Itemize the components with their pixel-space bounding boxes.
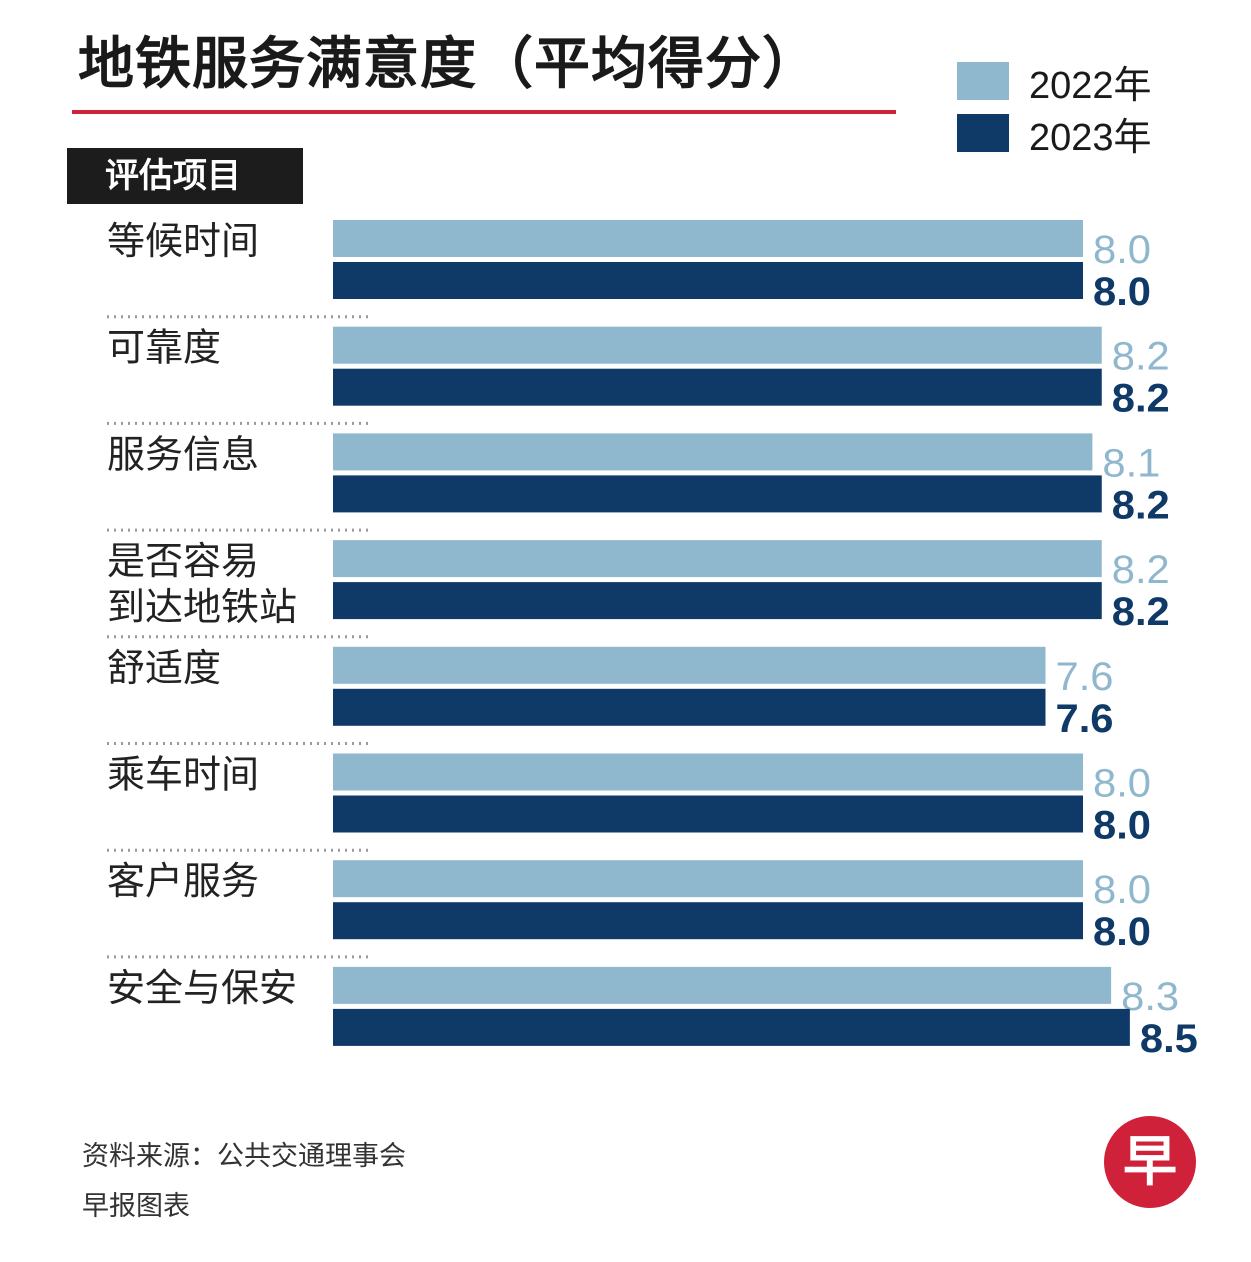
chart-title: 地铁服务满意度（平均得分） <box>78 32 819 97</box>
legend-label-2022: 2022年 <box>1029 64 1152 107</box>
bar-2023年-4 <box>333 688 1046 726</box>
value-label: 8.2 <box>1112 335 1170 379</box>
value-label: 7.6 <box>1056 697 1114 741</box>
bar-2022年-3 <box>333 540 1102 578</box>
bar-2022年-2 <box>333 433 1093 471</box>
category-label: 安全与保安 <box>107 966 297 1010</box>
legend-swatch-2022 <box>957 62 1009 100</box>
bar-2022年-1 <box>333 326 1102 364</box>
value-label: 8.0 <box>1093 868 1151 912</box>
value-label: 8.2 <box>1112 377 1170 421</box>
value-label: 8.2 <box>1112 548 1170 592</box>
value-label: 8.0 <box>1093 910 1151 954</box>
category-heading: 评估项目 <box>67 148 303 204</box>
category-label: 乘车时间 <box>107 753 259 797</box>
value-label: 8.0 <box>1093 762 1151 806</box>
category-label: 等候时间 <box>107 219 259 263</box>
value-label: 8.0 <box>1093 270 1151 314</box>
bar-2023年-3 <box>333 582 1102 620</box>
legend-label-2023: 2023年 <box>1029 116 1152 159</box>
category-label: 服务信息 <box>107 432 259 476</box>
bar-2022年-4 <box>333 646 1046 684</box>
category-label: 客户服务 <box>107 859 259 903</box>
value-label: 8.0 <box>1093 804 1151 848</box>
value-label: 8.0 <box>1093 228 1151 272</box>
value-label: 8.5 <box>1140 1017 1198 1061</box>
value-label: 8.2 <box>1112 590 1170 634</box>
source-note: 资料来源：公共交通理事会 <box>82 1141 406 1172</box>
logo-char: 早 <box>1123 1130 1177 1193</box>
category-label: 可靠度 <box>107 326 221 370</box>
bar-2023年-2 <box>333 475 1102 513</box>
credit-note: 早报图表 <box>82 1191 190 1222</box>
legend-swatch-2023 <box>957 114 1009 152</box>
bar-2023年-5 <box>333 795 1083 833</box>
legend-item-2022: 2022年 <box>957 58 1152 107</box>
bar-2022年-7 <box>333 966 1112 1004</box>
value-label: 8.2 <box>1112 483 1170 527</box>
category-label: 舒适度 <box>107 646 221 690</box>
category-label: 到达地铁站 <box>107 585 297 629</box>
bar-2022年-6 <box>333 860 1083 898</box>
zaobao-logo-icon: 早 <box>1104 1116 1196 1208</box>
bar-2022年-0 <box>333 220 1083 257</box>
bar-2023年-6 <box>333 902 1083 940</box>
value-label: 7.6 <box>1056 655 1114 699</box>
category-label: 是否容易 <box>107 539 259 583</box>
bar-2022年-5 <box>333 753 1083 791</box>
bar-2023年-7 <box>333 1008 1130 1046</box>
bar-2023年-0 <box>333 262 1083 299</box>
title-underline <box>72 110 896 114</box>
value-label: 8.3 <box>1121 975 1179 1019</box>
bar-2023年-1 <box>333 368 1102 406</box>
legend: 2022年 2023年 <box>957 58 1152 162</box>
legend-item-2023: 2023年 <box>957 110 1152 159</box>
value-label: 8.1 <box>1102 441 1160 485</box>
